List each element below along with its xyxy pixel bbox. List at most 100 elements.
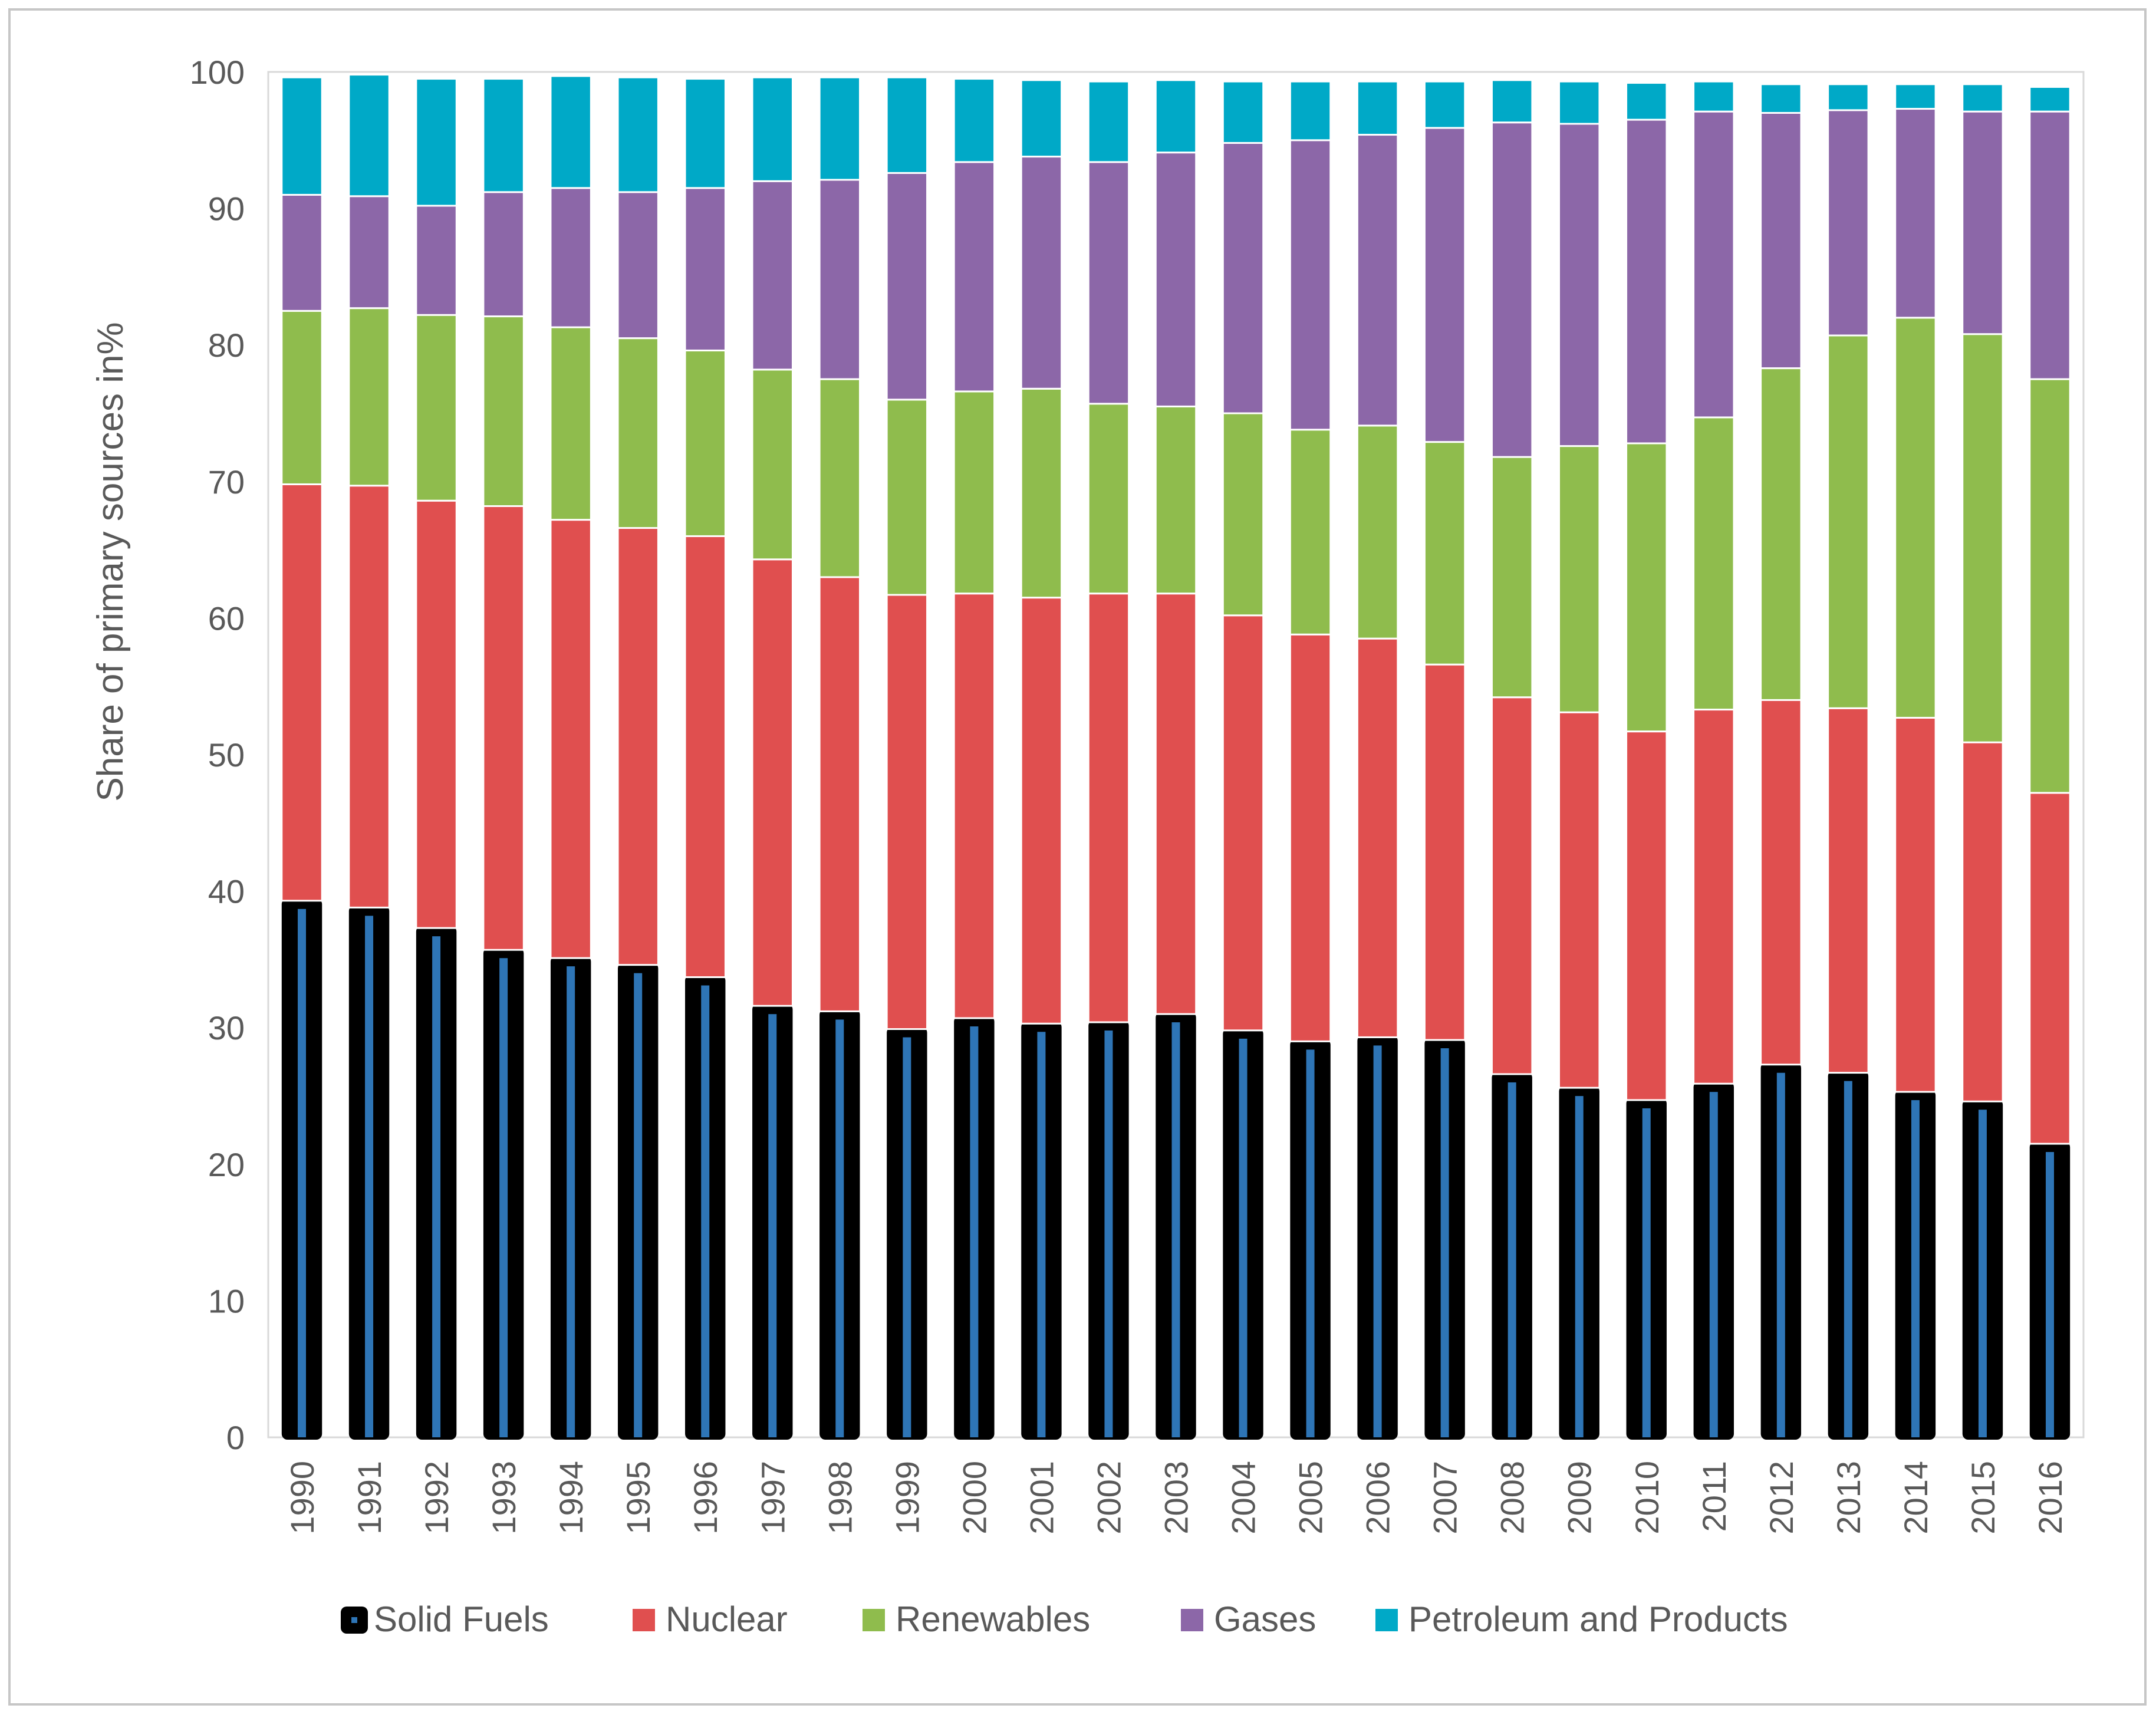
bar-group-2006 [1356,80,1399,1440]
bar-gases [2029,110,2071,380]
x-tick-label: 2010 [1628,1461,1665,1535]
bar-petroleum-and-products [886,76,929,174]
bar-petroleum-and-products [953,78,996,163]
bar-solid-fuels-stripe [567,966,575,1437]
y-tick-label: 70 [208,463,245,501]
bar-gases [818,179,861,380]
bar-solid-fuels-stripe [768,1014,777,1437]
bar-petroleum-and-products [1087,80,1130,163]
x-tick-label: 2001 [1023,1461,1060,1535]
y-tick-label: 40 [208,873,245,910]
bar-nuclear [1894,716,1937,1093]
bar-renewables [1490,456,1533,699]
legend-label: Petroleum and Products [1408,1599,1788,1639]
bar-nuclear [1760,699,1802,1066]
bar-nuclear [1693,709,1735,1085]
bar-group-2009 [1558,80,1601,1440]
bar-group-2016 [2029,85,2071,1440]
bar-group-1996 [684,78,726,1440]
y-axis: 0 10 20 30 40 50 60 70 80 90 100 [190,54,245,1456]
legend-item-gases: Gases [1181,1599,1316,1639]
bar-nuclear [818,576,861,1012]
y-tick-label: 30 [208,1009,245,1046]
bar-group-1998 [818,76,861,1440]
bar-petroleum-and-products [1894,83,1937,110]
x-tick-label: 1991 [351,1461,388,1535]
bar-petroleum-and-products [1558,80,1601,125]
x-tick-label: 2015 [1964,1461,2002,1535]
bar-nuclear [1961,741,2004,1102]
chart-frame: 0 10 20 30 40 50 60 70 80 90 100 1990 1991 1992 1993 1… [8,8,2147,1706]
bar-group-2008 [1490,79,1533,1440]
bar-nuclear [751,558,794,1007]
bar-solid-fuels-stripe [298,908,307,1437]
x-tick-label: 2013 [1830,1461,1867,1535]
x-tick-label: 1999 [888,1461,926,1535]
y-tick-label: 0 [226,1419,245,1456]
bar-gases [281,193,323,312]
bar-gases [953,161,996,393]
bar-solid-fuels-stripe [365,916,374,1437]
bar-nuclear [1020,597,1063,1025]
bar-gases [1289,139,1332,431]
bar-group-2010 [1625,82,1668,1440]
x-tick-label: 1997 [754,1461,791,1535]
bar-solid-fuels-stripe [1306,1049,1315,1437]
bar-gases [1087,161,1130,405]
bar-gases [1356,134,1399,427]
bar-solid-fuels-stripe [1440,1048,1449,1437]
legend-swatch [863,1609,885,1631]
bar-solid-fuels-stripe [1037,1032,1046,1437]
bar-gases [1423,127,1466,443]
bar-renewables [1693,416,1735,711]
y-tick-label: 50 [208,736,245,773]
bar-petroleum-and-products [1289,80,1332,141]
bar-group-1995 [617,76,659,1440]
bar-gases [1760,111,1802,370]
bar-gases [1827,109,1869,337]
bar-gases [886,172,929,401]
y-tick-label: 20 [208,1146,245,1183]
x-tick-label: 2014 [1897,1461,1934,1535]
bar-petroleum-and-products [1760,83,1802,114]
bar-petroleum-and-products [281,76,323,196]
bar-renewables [415,314,457,502]
legend-swatch [1375,1609,1398,1631]
bar-nuclear [1490,696,1533,1075]
bar-nuclear [886,594,929,1031]
legend-item-petroleum-and-products: Petroleum and Products [1375,1599,1788,1639]
bar-nuclear [1289,633,1332,1042]
y-tick-label: 10 [208,1282,245,1319]
bar-nuclear [1356,637,1399,1038]
bar-nuclear [1827,707,1869,1074]
bar-gases [348,195,390,310]
bar-group-2007 [1423,80,1466,1440]
bar-solid-fuels-stripe [1642,1108,1651,1437]
bar-gases [1894,108,1937,319]
bar-renewables [818,378,861,578]
bar-solid-fuels-stripe [2045,1152,2054,1437]
bar-gases [617,191,659,340]
legend-label: Renewables [896,1599,1090,1639]
bar-petroleum-and-products [1625,82,1668,121]
bar-petroleum-and-products [482,78,525,193]
bar-solid-fuels-stripe [1911,1100,1920,1437]
x-tick-label: 2002 [1090,1461,1127,1535]
bar-nuclear [549,519,592,959]
bar-solid-fuels-stripe [1844,1081,1852,1437]
bar-petroleum-and-products [1423,80,1466,129]
bar-petroleum-and-products [1827,83,1869,111]
x-tick-label: 2008 [1494,1461,1531,1535]
bar-gases [1020,156,1063,390]
bar-solid-fuels-stripe [1171,1022,1180,1437]
bar-group-1990 [281,76,323,1440]
bar-group-2012 [1760,83,1802,1440]
bar-nuclear [281,483,323,902]
bar-petroleum-and-products [1154,79,1197,154]
bar-group-2011 [1693,80,1735,1440]
bar-petroleum-and-products [617,76,659,193]
x-axis: 1990 1991 1992 1993 1994 1995 1996 1997 1998 1999… [284,1461,2069,1535]
bar-group-2014 [1894,83,1937,1440]
bar-solid-fuels-stripe [1575,1096,1584,1437]
bar-nuclear [1423,663,1466,1041]
